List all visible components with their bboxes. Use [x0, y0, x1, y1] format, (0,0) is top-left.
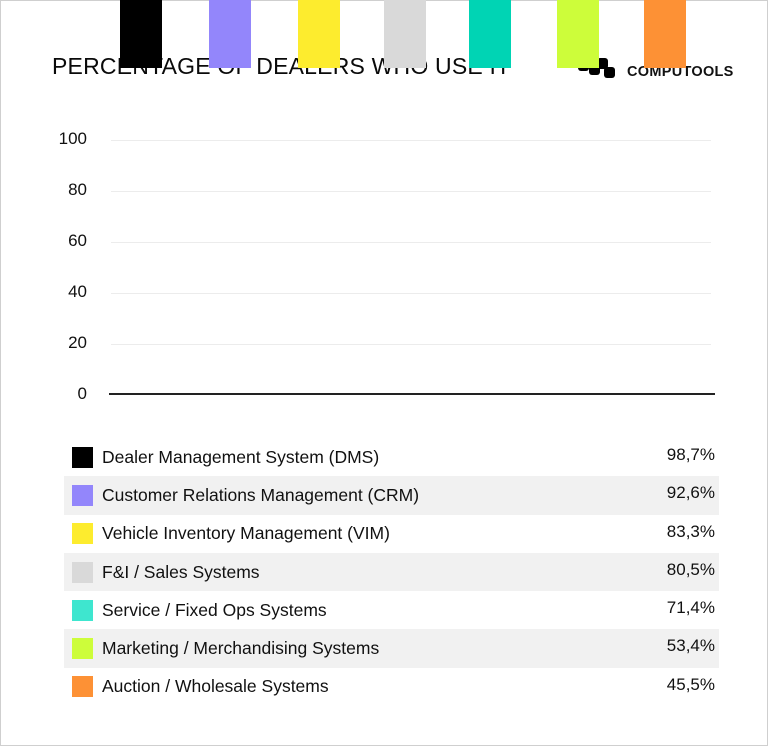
- legend-row: Auction / Wholesale Systems 45,5%: [64, 668, 719, 706]
- gridline-40: [111, 293, 711, 294]
- legend-label: Customer Relations Management (CRM): [102, 484, 420, 505]
- legend-value: 45,5%: [666, 674, 715, 694]
- legend-row: Vehicle Inventory Management (VIM) 83,3%: [64, 515, 719, 553]
- bar-auction: [644, 0, 686, 68]
- bar-vim: [298, 0, 340, 68]
- bar-crm: [209, 0, 251, 68]
- legend-value: 53,4%: [666, 636, 715, 656]
- bar-marketing: [557, 0, 599, 68]
- legend-value: 71,4%: [666, 598, 715, 618]
- bar-chart: 100 80 60 40 20 0: [1, 0, 768, 421]
- legend-label: Marketing / Merchandising Systems: [102, 638, 380, 659]
- gridline-80: [111, 191, 711, 192]
- swatch-icon: [72, 561, 93, 583]
- bar-service: [469, 0, 511, 68]
- y-tick-100: 100: [58, 129, 87, 148]
- legend-label: Vehicle Inventory Management (VIM): [102, 523, 390, 544]
- legend-label: Dealer Management System (DMS): [102, 446, 380, 467]
- swatch-icon: [72, 676, 93, 698]
- legend-value: 80,5%: [666, 559, 715, 579]
- swatch-icon: [72, 638, 93, 660]
- swatch-icon: [72, 523, 93, 545]
- legend-value: 98,7%: [666, 445, 715, 464]
- bar-fi-sales: [384, 0, 426, 68]
- y-tick-40: 40: [68, 282, 87, 301]
- swatch-icon: [72, 446, 93, 468]
- legend-row: Dealer Management System (DMS) 98,7%: [64, 438, 719, 476]
- legend-row: Customer Relations Management (CRM) 92,6…: [64, 476, 719, 515]
- gridline-60: [111, 242, 711, 243]
- bar-dms: [120, 0, 162, 68]
- gridline-100: [111, 140, 711, 141]
- gridline-20: [111, 344, 711, 345]
- x-axis-line: [109, 393, 715, 395]
- legend-value: 83,3%: [666, 521, 715, 541]
- legend-row: Service / Fixed Ops Systems 71,4%: [64, 591, 719, 629]
- legend-label: Auction / Wholesale Systems: [102, 676, 329, 697]
- y-tick-80: 80: [68, 180, 87, 199]
- y-tick-0: 0: [77, 384, 87, 403]
- legend-row: Marketing / Merchandising Systems 53,4%: [64, 629, 719, 668]
- swatch-icon: [72, 484, 93, 506]
- legend-label: Service / Fixed Ops Systems: [102, 599, 327, 620]
- legend-value: 92,6%: [666, 483, 715, 503]
- brand-name: COMPUTOOLS: [627, 64, 734, 80]
- swatch-icon: [72, 599, 93, 621]
- y-tick-60: 60: [68, 231, 87, 250]
- y-tick-20: 20: [68, 333, 87, 352]
- legend-table: Dealer Management System (DMS) 98,7% Cus…: [64, 438, 719, 706]
- legend-row: F&I / Sales Systems 80,5%: [64, 552, 719, 592]
- legend-label: F&I / Sales Systems: [102, 561, 260, 582]
